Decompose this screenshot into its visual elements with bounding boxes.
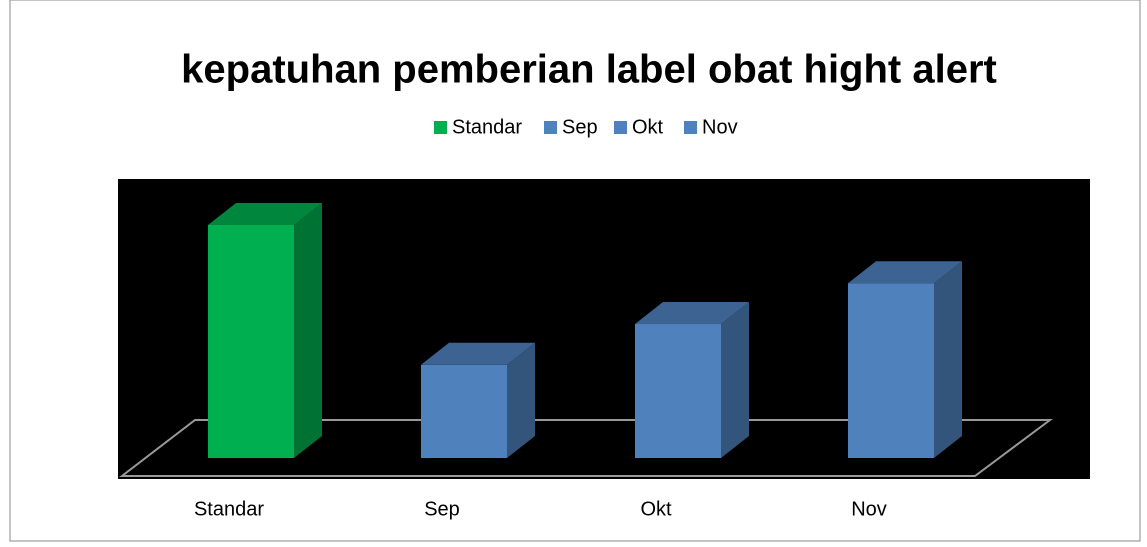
bar: [848, 283, 934, 458]
bar: [421, 364, 507, 458]
floor: [119, 419, 1054, 477]
x-tick-label: Nov: [851, 498, 887, 520]
bar-top: [635, 302, 749, 325]
bar-side: [721, 302, 749, 458]
bar-top: [421, 342, 535, 365]
legend-swatch: [614, 121, 627, 134]
x-tick-label: Standar: [194, 498, 264, 520]
bar-side: [294, 203, 322, 458]
legend-label: Sep: [562, 116, 598, 138]
legend-swatch: [684, 121, 697, 134]
legend-label: Okt: [632, 116, 664, 138]
x-tick-label: Sep: [424, 498, 460, 520]
chart-title: kepatuhan pemberian label obat hight ale…: [181, 48, 997, 92]
bar-top: [848, 261, 962, 284]
bar-side: [507, 342, 535, 458]
bar: [208, 225, 294, 458]
bar: [635, 324, 721, 458]
legend-label: Nov: [702, 116, 738, 138]
legend-swatch: [434, 121, 447, 134]
legend-swatch: [544, 121, 557, 134]
x-tick-label: Okt: [640, 498, 672, 520]
legend-label: Standar: [452, 116, 522, 138]
bar-top: [208, 203, 322, 225]
bar-side: [934, 261, 962, 458]
